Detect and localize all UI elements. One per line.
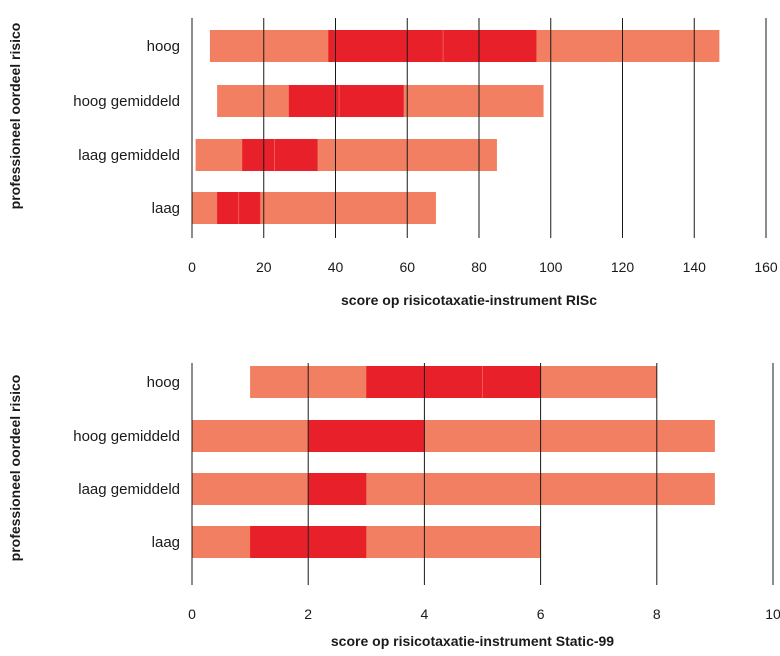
x-tick-label: 8 bbox=[653, 606, 661, 622]
x-tick-label: 140 bbox=[683, 259, 707, 275]
category-label: hoog gemiddeld bbox=[73, 93, 180, 110]
x-axis-title: score op risicotaxatie-instrument RISc bbox=[341, 292, 597, 308]
x-axis-title: score op risicotaxatie-instrument Static… bbox=[331, 633, 614, 649]
x-tick-label: 100 bbox=[539, 259, 563, 275]
x-tick-label: 20 bbox=[256, 259, 272, 275]
category-label: laag gemiddeld bbox=[78, 481, 180, 498]
x-tick-label: 6 bbox=[537, 606, 545, 622]
chart-panel-2: hoog hoog gemiddeld laag gemiddeld laag 0 2 4 6… bbox=[7, 363, 780, 649]
bar-interquartile bbox=[308, 420, 425, 452]
chart-panel-1: hoog hoog gemiddeld laag gemiddeld laag 0 20 4… bbox=[7, 18, 778, 308]
bar-range bbox=[192, 420, 715, 452]
x-tick-label: 0 bbox=[188, 606, 196, 622]
bar-range bbox=[195, 139, 497, 171]
bar-interquartile bbox=[242, 139, 318, 171]
x-tick-label: 120 bbox=[611, 259, 635, 275]
x-tick-label: 4 bbox=[421, 606, 429, 622]
category-label: hoog bbox=[147, 374, 180, 391]
category-label: laag gemiddeld bbox=[78, 147, 180, 164]
y-axis-title: professioneel oordeel risico bbox=[7, 23, 23, 210]
x-tick-label: 60 bbox=[399, 259, 415, 275]
x-tick-label: 40 bbox=[328, 259, 344, 275]
bar-interquartile bbox=[366, 366, 541, 398]
x-tick-label: 0 bbox=[188, 259, 196, 275]
x-tick-label: 80 bbox=[471, 259, 487, 275]
bar-interquartile bbox=[288, 85, 404, 117]
category-label: laag bbox=[152, 200, 180, 217]
category-label: hoog bbox=[147, 38, 180, 55]
bar-interquartile bbox=[308, 473, 367, 505]
bar-interquartile bbox=[328, 30, 537, 62]
y-axis-title: professioneel oordeel risico bbox=[7, 375, 23, 562]
category-label: laag bbox=[152, 534, 180, 551]
x-tick-label: 10 bbox=[765, 606, 780, 622]
bar-range bbox=[192, 473, 715, 505]
category-label: hoog gemiddeld bbox=[73, 428, 180, 445]
x-tick-label: 160 bbox=[754, 259, 778, 275]
x-tick-label: 2 bbox=[304, 606, 312, 622]
